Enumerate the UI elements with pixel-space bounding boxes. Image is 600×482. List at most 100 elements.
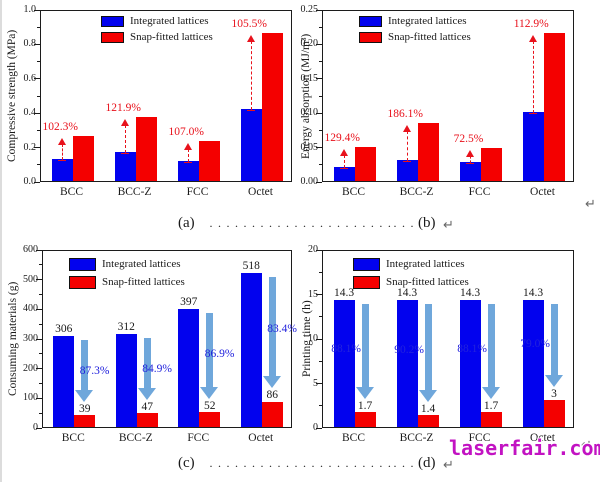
y-tick-label: 5 bbox=[313, 378, 318, 389]
return-mark-caption-d: ↵ bbox=[443, 457, 454, 472]
y-tick-major bbox=[34, 43, 40, 45]
y-tick-minor bbox=[38, 294, 42, 295]
y-tick-minor bbox=[318, 164, 322, 166]
bar-integrated-bcc bbox=[53, 336, 75, 427]
y-tick-label: 0 bbox=[33, 422, 38, 433]
y-tick-label: 0.4 bbox=[23, 107, 37, 119]
bar-integrated-bcc bbox=[51, 158, 73, 181]
legend-item-integrated: Integrated lattices bbox=[69, 257, 185, 271]
increase-arrow-shaft bbox=[407, 130, 408, 162]
chart-panel-a: Compressive strength (MPa) Integrated la… bbox=[2, 0, 302, 213]
y-tick-minor bbox=[318, 95, 322, 97]
bar-integrated-bcc-z bbox=[115, 334, 137, 427]
y-tick-major bbox=[36, 397, 42, 399]
bar-value-label-snap: 3 bbox=[551, 388, 557, 401]
y-tick-label: 0.0 bbox=[23, 176, 37, 187]
increase-arrow-shaft bbox=[344, 155, 345, 168]
decrease-arrow-shaft bbox=[424, 303, 432, 392]
legend-a: Integrated lattices Snap-fitted lattices bbox=[101, 15, 213, 47]
chart-panel-c: Consuming materials (g) Integrated latti… bbox=[2, 244, 302, 455]
bar-snap-bcc-z bbox=[136, 413, 158, 427]
legend-label-integrated: Integrated lattices bbox=[386, 258, 465, 270]
plot-area-d: Integrated lattices Snap-fitted lattices… bbox=[322, 250, 574, 428]
y-tick-minor bbox=[38, 264, 42, 266]
chart-panel-b: Energy absorption (MJ/m³) Integrated lat… bbox=[300, 0, 600, 213]
bar-snap-octet bbox=[543, 33, 565, 181]
y-tick-minor bbox=[318, 26, 322, 28]
bar-integrated-bcc bbox=[333, 166, 355, 181]
legend-swatch-snap bbox=[359, 31, 382, 43]
increase-percent-label: 105.5% bbox=[231, 18, 267, 31]
bar-value-label-integrated: 14.3 bbox=[459, 286, 481, 299]
decrease-arrow-head bbox=[200, 386, 219, 399]
y-tick-major bbox=[36, 308, 42, 310]
y-tick-major bbox=[316, 78, 322, 80]
y-tick-label: 0.25 bbox=[300, 4, 319, 15]
caption-d: (d) bbox=[418, 455, 436, 471]
bar-value-label-snap: 1.4 bbox=[420, 402, 436, 415]
bar-integrated-fcc bbox=[459, 299, 481, 427]
y-tick-minor bbox=[318, 360, 322, 362]
x-category-label: FCC bbox=[468, 186, 491, 198]
x-category-label: BCC bbox=[59, 186, 83, 198]
legend-swatch-snap bbox=[69, 275, 96, 289]
legend-item-snap: Snap-fitted lattices bbox=[359, 31, 471, 43]
increase-arrow-cap bbox=[184, 162, 192, 164]
decrease-percent-label: 86.9% bbox=[204, 347, 235, 360]
legend-swatch-integrated bbox=[101, 15, 124, 27]
y-tick-major bbox=[316, 9, 322, 11]
bar-value-label-snap: 1.7 bbox=[357, 399, 373, 412]
x-category-label: Octet bbox=[530, 186, 555, 198]
legend-label-snap: Snap-fitted lattices bbox=[130, 31, 213, 43]
caption-c: (c) bbox=[178, 455, 195, 471]
increase-arrow-shaft bbox=[251, 41, 252, 110]
bar-integrated-fcc bbox=[178, 309, 200, 427]
bar-integrated-bcc-z bbox=[396, 299, 418, 427]
increase-arrow-cap bbox=[247, 109, 255, 111]
decrease-arrow-shaft bbox=[206, 313, 214, 389]
x-category-label: BCC bbox=[341, 186, 365, 198]
y-tick-major bbox=[316, 147, 322, 149]
bar-value-label-snap: 47 bbox=[141, 401, 154, 414]
bar-integrated-fcc bbox=[177, 161, 199, 181]
decrease-arrow-shaft bbox=[81, 340, 89, 393]
y-tick-minor bbox=[38, 383, 42, 384]
caption-row-top: (a) ·························· ··· (b) ↵ bbox=[2, 213, 600, 243]
increase-arrow-head bbox=[403, 124, 411, 132]
y-tick-major bbox=[36, 249, 42, 251]
plot-area-a: Integrated lattices Snap-fitted lattices… bbox=[40, 10, 292, 182]
bar-integrated-bcc bbox=[333, 299, 355, 427]
legend-swatch-integrated bbox=[359, 15, 382, 27]
bar-integrated-octet bbox=[240, 273, 262, 427]
bar-integrated-octet bbox=[522, 299, 544, 427]
y-tick-minor bbox=[38, 412, 42, 414]
watermark-text: laserfair.com bbox=[449, 436, 600, 460]
increase-arrow-shaft bbox=[188, 148, 189, 163]
y-tick-minor bbox=[38, 353, 42, 355]
legend-c: Integrated lattices Snap-fitted lattices bbox=[69, 257, 185, 293]
x-category-label: BCC-Z bbox=[399, 432, 434, 444]
y-tick-major bbox=[316, 383, 322, 384]
y-tick-major bbox=[316, 294, 322, 295]
y-tick-minor bbox=[318, 271, 322, 273]
bar-snap-bcc bbox=[354, 411, 376, 427]
y-tick-label: 0.6 bbox=[23, 72, 37, 84]
increase-arrow-head bbox=[247, 35, 255, 43]
x-category-label: BCC-Z bbox=[118, 432, 153, 444]
decrease-arrow-head bbox=[75, 390, 94, 403]
bar-integrated-octet bbox=[240, 108, 262, 181]
caption-a: (a) bbox=[178, 215, 195, 231]
y-tick-major bbox=[34, 112, 40, 114]
return-mark-caption-b: ↵ bbox=[443, 217, 454, 232]
legend-item-snap: Snap-fitted lattices bbox=[353, 275, 469, 289]
increase-arrow-head bbox=[529, 35, 537, 43]
y-tick-major bbox=[34, 147, 40, 149]
bar-snap-bcc-z bbox=[135, 116, 157, 181]
plot-area-c: Integrated lattices Snap-fitted lattices… bbox=[42, 250, 297, 428]
decrease-arrow-shaft bbox=[487, 303, 495, 389]
bar-integrated-fcc bbox=[459, 162, 481, 181]
y-tick-major bbox=[36, 338, 42, 340]
y-tick-label: 600 bbox=[23, 244, 38, 255]
bar-value-label-integrated: 14.3 bbox=[333, 286, 355, 299]
y-tick-major bbox=[316, 43, 322, 45]
